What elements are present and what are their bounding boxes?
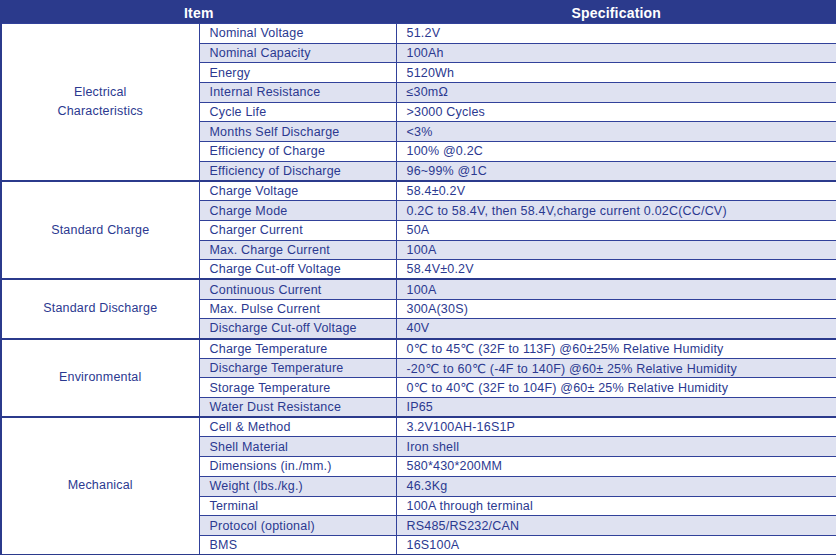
item-cell: Discharge Cut-off Voltage (199, 319, 396, 339)
spec-cell: 16S100A (396, 535, 836, 555)
spec-cell: 96~99% @1C (396, 161, 836, 181)
item-cell: Nominal Voltage (199, 24, 396, 44)
item-cell: Shell Material (199, 437, 396, 457)
table-row: MechanicalCell & Method3.2V100AH-16S1P (1, 417, 836, 437)
table-header: Item Specification (1, 1, 836, 24)
table-row: Standard ChargeCharge Voltage58.4±0.2V (1, 181, 836, 201)
item-cell: Water Dust Resistance (199, 398, 396, 418)
item-cell: Max. Pulse Current (199, 299, 396, 319)
group-cell: Standard Charge (1, 181, 199, 279)
item-cell: Discharge Temperature (199, 358, 396, 378)
item-cell: Charge Temperature (199, 339, 396, 359)
spec-cell: 3.2V100AH-16S1P (396, 417, 836, 437)
group-cell: Standard Discharge (1, 279, 199, 338)
spec-cell: 300A(30S) (396, 299, 836, 319)
group-cell: Electrical Characteristics (1, 24, 199, 182)
item-cell: Charge Cut-off Voltage (199, 260, 396, 280)
spec-cell: ≤30mΩ (396, 83, 836, 103)
item-column-header: Item (1, 1, 396, 24)
item-cell: BMS (199, 535, 396, 555)
spec-cell: 100% @0.2C (396, 142, 836, 162)
spec-cell: 100A (396, 279, 836, 299)
specification-column-header: Specification (396, 1, 836, 24)
spec-cell: 100A through terminal (396, 496, 836, 516)
group-label: Mechanical (68, 476, 133, 495)
item-cell: Charge Voltage (199, 181, 396, 201)
spec-cell: <3% (396, 122, 836, 142)
spec-cell: 50A (396, 220, 836, 240)
item-cell: Protocol (optional) (199, 516, 396, 536)
item-cell: Max. Charge Current (199, 240, 396, 260)
item-cell: Terminal (199, 496, 396, 516)
spec-cell: 5120Wh (396, 63, 836, 83)
item-cell: Cycle Life (199, 102, 396, 122)
spec-cell: IP65 (396, 398, 836, 418)
item-cell: Charge Mode (199, 201, 396, 221)
spec-cell: 580*430*200MM (396, 457, 836, 477)
specification-table: Item Specification Electrical Characteri… (0, 0, 836, 555)
item-cell: Efficiency of Discharge (199, 161, 396, 181)
table-row: EnvironmentalCharge Temperature0℃ to 45℃… (1, 339, 836, 359)
group-label: Standard Discharge (43, 299, 157, 318)
item-cell: Cell & Method (199, 417, 396, 437)
spec-cell: >3000 Cycles (396, 102, 836, 122)
spec-cell: 0.2C to 58.4V, then 58.4V,charge current… (396, 201, 836, 221)
group-cell: Mechanical (1, 417, 199, 555)
item-cell: Nominal Capacity (199, 43, 396, 63)
spec-cell: 100Ah (396, 43, 836, 63)
item-cell: Weight (lbs./kg.) (199, 476, 396, 496)
table-body: Electrical Characteristics Nominal Voltag… (1, 24, 836, 555)
item-cell: Efficiency of Charge (199, 142, 396, 162)
spec-cell: 58.4±0.2V (396, 181, 836, 201)
item-cell: Charger Current (199, 220, 396, 240)
spec-cell: 100A (396, 240, 836, 260)
spec-cell: 0℃ to 45℃ (32F to 113F) @60±25% Relative… (396, 339, 836, 359)
spec-cell: 46.3Kg (396, 476, 836, 496)
item-cell: Energy (199, 63, 396, 83)
item-cell: Storage Temperature (199, 378, 396, 398)
spec-cell: Iron shell (396, 437, 836, 457)
spec-cell: 51.2V (396, 24, 836, 44)
table-row: Electrical CharacteristicsNominal Voltag… (1, 24, 836, 44)
spec-cell: RS485/RS232/CAN (396, 516, 836, 536)
spec-cell: -20℃ to 60℃ (-4F to 140F) @60± 25% Relat… (396, 358, 836, 378)
spec-cell: 58.4V±0.2V (396, 260, 836, 280)
item-cell: Internal Resistance (199, 83, 396, 103)
item-cell: Dimensions (in./mm.) (199, 457, 396, 477)
spec-cell: 0℃ to 40℃ (32F to 104F) @60± 25% Relativ… (396, 378, 836, 398)
group-label: Environmental (59, 368, 142, 387)
group-label: Standard Charge (51, 221, 149, 240)
group-label: Electrical Characteristics (35, 83, 165, 122)
spec-cell: 40V (396, 319, 836, 339)
item-cell: Months Self Discharge (199, 122, 396, 142)
item-cell: Continuous Current (199, 279, 396, 299)
group-cell: Environmental (1, 339, 199, 418)
table-row: Standard DischargeContinuous Current100A (1, 279, 836, 299)
